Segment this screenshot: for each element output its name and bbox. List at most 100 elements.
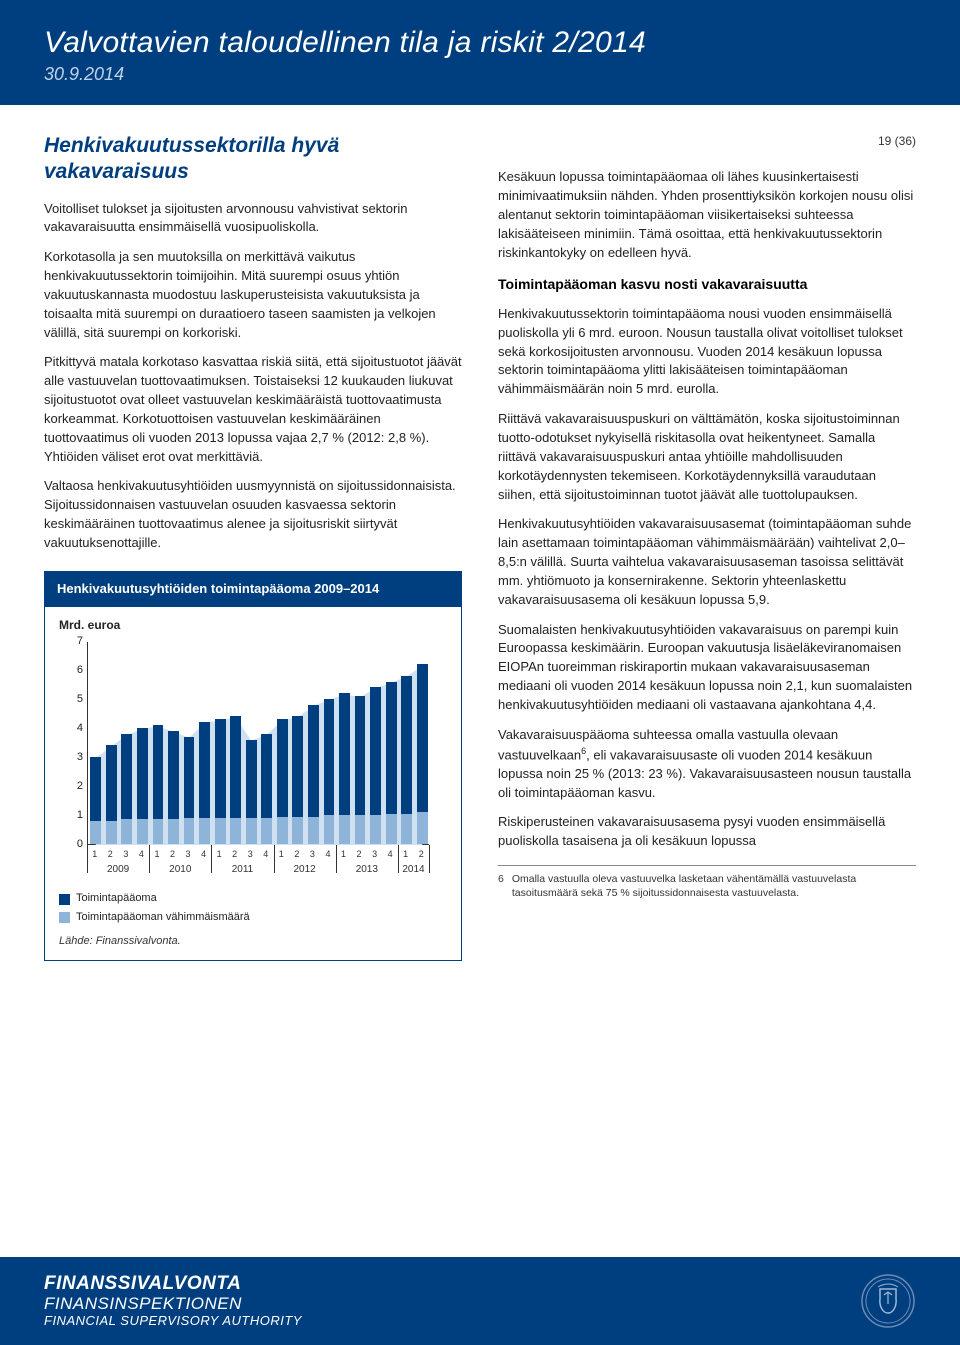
page-number: 19 (36)	[498, 133, 916, 150]
x-year-separator	[87, 845, 88, 873]
content-area: Henkivakuutussektorilla hyvä vakavaraisu…	[0, 105, 960, 961]
footnote-text: Omalla vastuulla oleva vastuuvelka laske…	[512, 872, 916, 900]
x-tick-quarter: 3	[186, 848, 191, 861]
chart-bar	[386, 814, 397, 844]
legend-swatch	[59, 912, 70, 923]
chart-bar	[184, 818, 195, 844]
chart-source: Lähde: Finanssivalvonta.	[59, 934, 447, 950]
document-title: Valvottavien taloudellinen tila ja riski…	[44, 26, 916, 60]
y-tick-label: 6	[65, 663, 83, 679]
body-paragraph: Riittävä vakavaraisuuspuskuri on välttäm…	[498, 410, 916, 504]
chart-y-axis-label: Mrd. euroa	[59, 617, 447, 634]
section-heading: Henkivakuutussektorilla hyvä vakavaraisu…	[44, 133, 462, 186]
x-tick-quarter: 1	[92, 848, 97, 861]
legend-item: Toimintapääoma	[59, 891, 447, 907]
body-paragraph: Suomalaisten henkivakuutusyhtiöiden vaka…	[498, 621, 916, 715]
legend-swatch	[59, 894, 70, 905]
footer-line: FINANCIAL SUPERVISORY AUTHORITY	[44, 1314, 302, 1328]
chart-bar	[324, 815, 335, 844]
chart-bar	[246, 818, 257, 844]
chart-bar	[339, 815, 350, 844]
x-tick-quarter: 3	[310, 848, 315, 861]
x-tick-quarter: 1	[403, 848, 408, 861]
x-tick-year: 2014	[402, 863, 424, 878]
chart-bar	[230, 818, 241, 844]
x-tick-quarter: 3	[248, 848, 253, 861]
x-tick-quarter: 2	[108, 848, 113, 861]
legend-item: Toimintapääoman vähimmäismäärä	[59, 910, 447, 926]
chart-bar	[199, 818, 210, 844]
y-tick-label: 4	[65, 721, 83, 737]
legend-label: Toimintapääoma	[76, 891, 157, 907]
x-year-separator	[149, 845, 150, 873]
chart-bar	[153, 819, 164, 844]
footnote-number: 6	[498, 872, 504, 900]
x-tick-quarter: 1	[341, 848, 346, 861]
chart-bar	[417, 812, 428, 844]
x-tick-quarter: 2	[294, 848, 299, 861]
x-tick-quarter: 2	[419, 848, 424, 861]
right-column: 19 (36) Kesäkuun lopussa toimintapääomaa…	[498, 133, 916, 961]
footer-org-name: FINANSSIVALVONTA FINANSINSPEKTIONEN FINA…	[44, 1274, 302, 1328]
x-tick-year: 2012	[294, 863, 316, 878]
chart-bar	[90, 821, 101, 844]
x-tick-quarter: 1	[154, 848, 159, 861]
x-year-separator	[398, 845, 399, 873]
page-header: Valvottavien taloudellinen tila ja riski…	[0, 0, 960, 105]
y-tick-label: 3	[65, 750, 83, 766]
chart-bar	[106, 821, 117, 844]
y-tick-label: 7	[65, 634, 83, 650]
y-tick-label: 2	[65, 779, 83, 795]
chart-bar	[277, 817, 288, 845]
x-tick-year: 2011	[232, 863, 254, 878]
x-tick-quarter: 4	[139, 848, 144, 861]
x-tick-quarter: 3	[123, 848, 128, 861]
footnote: 6 Omalla vastuulla oleva vastuuvelka las…	[498, 865, 916, 900]
chart-bar	[308, 817, 319, 845]
x-tick-quarter: 1	[217, 848, 222, 861]
subheading: Toimintapääoman kasvu nosti vakavaraisuu…	[498, 274, 916, 294]
body-paragraph: Valtaosa henkivakuutusyhtiöiden uusmyynn…	[44, 477, 462, 552]
x-tick-quarter: 3	[372, 848, 377, 861]
x-tick-year: 2013	[356, 863, 378, 878]
body-paragraph: Pitkittyvä matala korkotaso kasvattaa ri…	[44, 353, 462, 466]
legend-label: Toimintapääoman vähimmäismäärä	[76, 910, 250, 926]
x-tick-quarter: 2	[170, 848, 175, 861]
x-year-separator	[211, 845, 212, 873]
chart-bar	[215, 818, 226, 844]
x-tick-quarter: 4	[201, 848, 206, 861]
x-tick-quarter: 4	[388, 848, 393, 861]
body-paragraph: Voitolliset tulokset ja sijoitusten arvo…	[44, 200, 462, 238]
x-year-separator	[429, 845, 430, 873]
body-paragraph: Riskiperusteinen vakavaraisuusasema pysy…	[498, 813, 916, 851]
x-tick-quarter: 1	[279, 848, 284, 861]
page-footer: FINANSSIVALVONTA FINANSINSPEKTIONEN FINA…	[0, 1257, 960, 1345]
x-year-separator	[336, 845, 337, 873]
chart-bar	[121, 819, 132, 844]
body-paragraph: Henkivakuutusyhtiöiden vakavaraisuusasem…	[498, 515, 916, 609]
chart-bar	[370, 815, 381, 844]
chart-title: Henkivakuutusyhtiöiden toimintapääoma 20…	[45, 572, 461, 607]
document-date: 30.9.2014	[44, 64, 916, 85]
y-tick-label: 5	[65, 692, 83, 708]
chart-axes	[87, 642, 429, 845]
chart-body: Mrd. euroa 01234567123420091234201012342…	[45, 607, 461, 960]
chart-bar	[292, 817, 303, 845]
chart-container: Henkivakuutusyhtiöiden toimintapääoma 20…	[44, 571, 462, 961]
body-paragraph: Henkivakuutussektorin toimintapääoma nou…	[498, 305, 916, 399]
y-tick-label: 1	[65, 808, 83, 824]
body-paragraph: Vakavaraisuuspääoma suhteessa omalla vas…	[498, 726, 916, 803]
coat-of-arms-icon	[860, 1273, 916, 1329]
x-tick-quarter: 4	[325, 848, 330, 861]
x-year-separator	[274, 845, 275, 873]
x-tick-year: 2009	[107, 863, 129, 878]
chart-plot-area: 0123456712342009123420101234201112342012…	[65, 638, 435, 883]
x-tick-quarter: 4	[263, 848, 268, 861]
chart-bar	[401, 814, 412, 844]
chart-bar	[168, 819, 179, 844]
y-tick-label: 0	[65, 837, 83, 853]
x-tick-year: 2010	[169, 863, 191, 878]
chart-legend: Toimintapääoma Toimintapääoman vähimmäism…	[59, 891, 447, 926]
body-paragraph: Kesäkuun lopussa toimintapääomaa oli läh…	[498, 168, 916, 262]
footer-line: FINANSSIVALVONTA	[44, 1274, 302, 1295]
